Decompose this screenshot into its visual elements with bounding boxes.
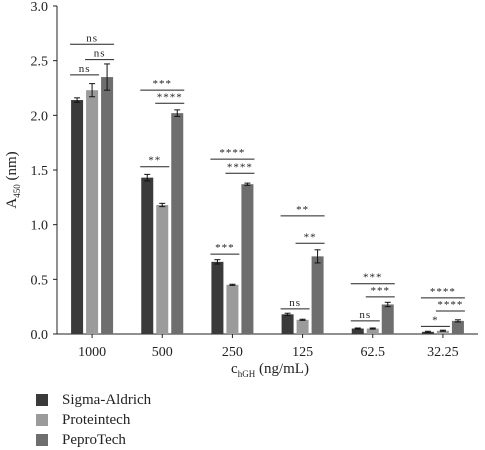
- significance-label: ****: [430, 286, 456, 298]
- bar: [381, 304, 394, 334]
- x-tick-label: 1000: [78, 345, 106, 360]
- bar: [141, 177, 154, 334]
- significance-annotations: nsnsns********************ns****ns******…: [70, 32, 465, 327]
- significance-label: **: [148, 155, 161, 167]
- significance-label: ****: [227, 161, 253, 173]
- significance-label: ns: [79, 63, 91, 75]
- significance-label: ns: [94, 48, 106, 60]
- y-tick-label: 2.0: [31, 109, 49, 124]
- bar: [156, 204, 169, 334]
- bar: [436, 330, 449, 334]
- legend-item-sigma-aldrich: Sigma-Aldrich: [36, 390, 151, 410]
- x-axis: 1000 500 250 125 62.5 32.25: [57, 333, 478, 360]
- bar: [421, 331, 434, 334]
- legend-item-peprotech: PeproTech: [36, 430, 151, 450]
- significance-label: ns: [359, 309, 371, 321]
- legend-swatch: [36, 434, 48, 446]
- bar: [226, 284, 239, 334]
- y-tick-label: 2.5: [31, 55, 49, 70]
- bar-chart: 0.0 0.5 1.0 1.5 2.0 2.5 3.0 1000 500 250 125 62.5 3…: [4, 0, 478, 379]
- legend-swatch: [36, 394, 48, 406]
- significance-label: ***: [371, 285, 391, 297]
- legend-swatch: [36, 414, 48, 426]
- bar: [171, 113, 184, 334]
- bar: [311, 256, 324, 334]
- bars: [71, 63, 464, 335]
- bar: [351, 328, 364, 334]
- bar: [281, 314, 294, 334]
- significance-label: ****: [157, 91, 183, 103]
- y-tick-label: 3.0: [31, 0, 49, 15]
- y-tick-label: 0.5: [31, 273, 49, 288]
- bar: [86, 90, 99, 334]
- significance-label: *: [432, 314, 439, 326]
- legend-item-proteintech: Proteintech: [36, 410, 151, 430]
- x-tick-label: 62.5: [361, 345, 386, 360]
- significance-label: ***: [153, 78, 173, 90]
- legend: Sigma-Aldrich Proteintech PeproTech: [36, 390, 151, 450]
- x-tick-label: 125: [292, 345, 313, 360]
- significance-label: ns: [86, 32, 98, 44]
- legend-label: Sigma-Aldrich: [62, 391, 152, 408]
- bar: [71, 100, 84, 334]
- bar: [211, 261, 224, 334]
- legend-label: Proteintech: [62, 411, 131, 428]
- legend-label: PeproTech: [62, 431, 126, 448]
- significance-label: ***: [363, 272, 383, 284]
- y-tick-label: 0.0: [31, 328, 49, 343]
- x-tick-label: 500: [152, 345, 173, 360]
- bar: [451, 320, 464, 334]
- y-axis-label: A450 (nm): [4, 151, 22, 208]
- significance-label: ****: [437, 299, 463, 311]
- bar: [366, 328, 379, 334]
- significance-label: ***: [215, 242, 235, 254]
- bar: [241, 184, 254, 334]
- significance-label: **: [304, 231, 317, 243]
- significance-label: ****: [219, 147, 245, 159]
- y-tick-label: 1.5: [31, 164, 49, 179]
- bar: [101, 77, 114, 335]
- y-axis: 0.0 0.5 1.0 1.5 2.0 2.5 3.0: [31, 0, 58, 343]
- significance-label: **: [296, 204, 309, 216]
- x-axis-label: chGH (ng/mL): [231, 361, 309, 379]
- bar: [296, 319, 309, 334]
- x-tick-label: 250: [222, 345, 243, 360]
- significance-label: ns: [289, 297, 301, 309]
- x-tick-label: 32.25: [427, 345, 459, 360]
- y-tick-label: 1.0: [31, 219, 49, 234]
